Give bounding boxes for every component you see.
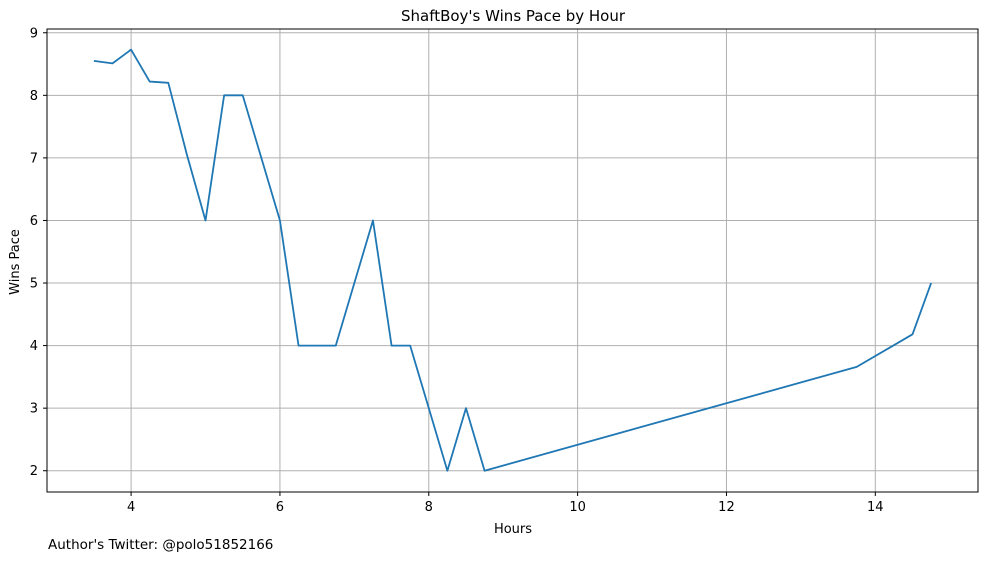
x-tick-label: 8: [425, 500, 433, 515]
x-tick-label: 14: [867, 500, 884, 515]
x-axis-label: Hours: [494, 522, 532, 537]
author-twitter-note: Author's Twitter: @polo51852166: [48, 537, 274, 553]
y-axis-label: Wins Pace: [8, 229, 23, 295]
y-tick-label: 3: [30, 402, 38, 417]
y-tick-label: 8: [30, 89, 38, 104]
series-line: [93, 48, 932, 472]
y-tick-label: 5: [30, 277, 38, 292]
ticks: 4 6 8 10 12 14 2 3 4 5 6 7 8 9: [30, 26, 884, 515]
x-tick-label: 10: [569, 500, 586, 515]
y-tick-label: 4: [30, 339, 38, 354]
chart-title: ShaftBoy's Wins Pace by Hour: [401, 7, 626, 25]
grid: [47, 29, 978, 492]
x-tick-label: 4: [127, 500, 135, 515]
x-tick-label: 6: [276, 500, 284, 515]
plot-frame: [46, 28, 979, 493]
series-group: [93, 48, 932, 472]
y-tick-label: 6: [30, 214, 38, 229]
x-tick-label: 12: [718, 500, 735, 515]
y-tick-label: 9: [30, 26, 38, 41]
y-tick-label: 7: [30, 151, 38, 166]
y-tick-label: 2: [30, 464, 38, 479]
